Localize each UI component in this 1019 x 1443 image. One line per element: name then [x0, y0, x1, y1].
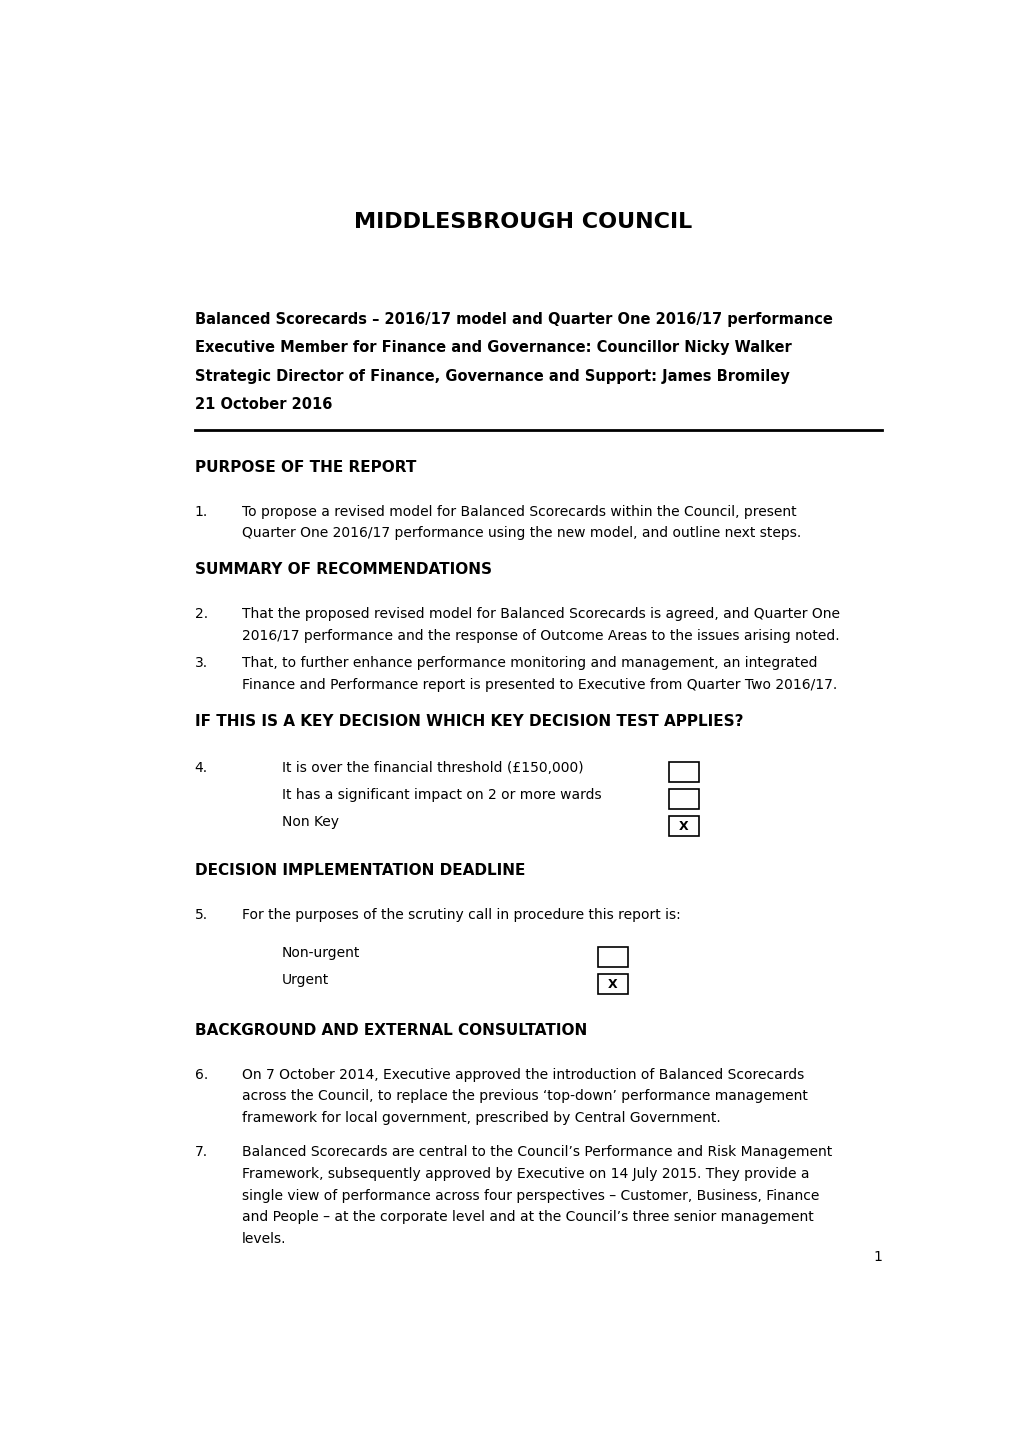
- Text: 3.: 3.: [195, 657, 208, 671]
- Text: 1: 1: [872, 1250, 881, 1264]
- Text: X: X: [607, 978, 618, 991]
- Text: Non Key: Non Key: [281, 815, 338, 830]
- Text: across the Council, to replace the previous ‘top-down’ performance management: across the Council, to replace the previ…: [242, 1089, 807, 1104]
- Text: Urgent: Urgent: [281, 973, 328, 987]
- Text: DECISION IMPLEMENTATION DEADLINE: DECISION IMPLEMENTATION DEADLINE: [195, 863, 525, 877]
- Text: 2.: 2.: [195, 608, 208, 620]
- Bar: [668, 762, 698, 782]
- Text: 2016/17 performance and the response of Outcome Areas to the issues arising note: 2016/17 performance and the response of …: [242, 629, 839, 642]
- Text: Balanced Scorecards – 2016/17 model and Quarter One 2016/17 performance: Balanced Scorecards – 2016/17 model and …: [195, 312, 832, 328]
- Text: PURPOSE OF THE REPORT: PURPOSE OF THE REPORT: [195, 460, 416, 475]
- Text: SUMMARY OF RECOMMENDATIONS: SUMMARY OF RECOMMENDATIONS: [195, 561, 491, 577]
- Text: 6.: 6.: [195, 1068, 208, 1082]
- Text: Executive Member for Finance and Governance: Councillor Nicky Walker: Executive Member for Finance and Governa…: [195, 341, 791, 355]
- Text: On 7 October 2014, Executive approved the introduction of Balanced Scorecards: On 7 October 2014, Executive approved th…: [242, 1068, 804, 1082]
- Text: 21 October 2016: 21 October 2016: [195, 397, 332, 413]
- Bar: [668, 789, 698, 810]
- Text: Balanced Scorecards are central to the Council’s Performance and Risk Management: Balanced Scorecards are central to the C…: [242, 1146, 832, 1159]
- Text: single view of performance across four perspectives – Customer, Business, Financ: single view of performance across four p…: [242, 1189, 818, 1202]
- Text: BACKGROUND AND EXTERNAL CONSULTATION: BACKGROUND AND EXTERNAL CONSULTATION: [195, 1023, 586, 1038]
- Text: Finance and Performance report is presented to Executive from Quarter Two 2016/1: Finance and Performance report is presen…: [242, 678, 837, 693]
- Bar: [597, 974, 628, 994]
- Text: levels.: levels.: [242, 1232, 286, 1247]
- Bar: [597, 947, 628, 967]
- Text: Quarter One 2016/17 performance using the new model, and outline next steps.: Quarter One 2016/17 performance using th…: [242, 527, 801, 541]
- Text: Non-urgent: Non-urgent: [281, 947, 360, 960]
- Text: 5.: 5.: [195, 908, 208, 922]
- Text: 1.: 1.: [195, 505, 208, 519]
- Text: X: X: [679, 820, 688, 833]
- Text: That, to further enhance performance monitoring and management, an integrated: That, to further enhance performance mon…: [242, 657, 817, 671]
- Text: MIDDLESBROUGH COUNCIL: MIDDLESBROUGH COUNCIL: [354, 212, 691, 232]
- Text: IF THIS IS A KEY DECISION WHICH KEY DECISION TEST APPLIES?: IF THIS IS A KEY DECISION WHICH KEY DECI…: [195, 714, 743, 729]
- Text: and People – at the corporate level and at the Council’s three senior management: and People – at the corporate level and …: [242, 1211, 813, 1224]
- Text: That the proposed revised model for Balanced Scorecards is agreed, and Quarter O: That the proposed revised model for Bala…: [242, 608, 840, 620]
- Text: To propose a revised model for Balanced Scorecards within the Council, present: To propose a revised model for Balanced …: [242, 505, 796, 519]
- Text: Framework, subsequently approved by Executive on 14 July 2015. They provide a: Framework, subsequently approved by Exec…: [242, 1167, 809, 1180]
- Text: 7.: 7.: [195, 1146, 208, 1159]
- Text: framework for local government, prescribed by Central Government.: framework for local government, prescrib…: [242, 1111, 720, 1126]
- Text: Strategic Director of Finance, Governance and Support: James Bromiley: Strategic Director of Finance, Governanc…: [195, 369, 789, 384]
- Text: It is over the financial threshold (£150,000): It is over the financial threshold (£150…: [281, 760, 583, 775]
- Text: It has a significant impact on 2 or more wards: It has a significant impact on 2 or more…: [281, 788, 600, 802]
- Bar: [668, 817, 698, 837]
- Text: For the purposes of the scrutiny call in procedure this report is:: For the purposes of the scrutiny call in…: [242, 908, 681, 922]
- Text: 4.: 4.: [195, 760, 208, 775]
